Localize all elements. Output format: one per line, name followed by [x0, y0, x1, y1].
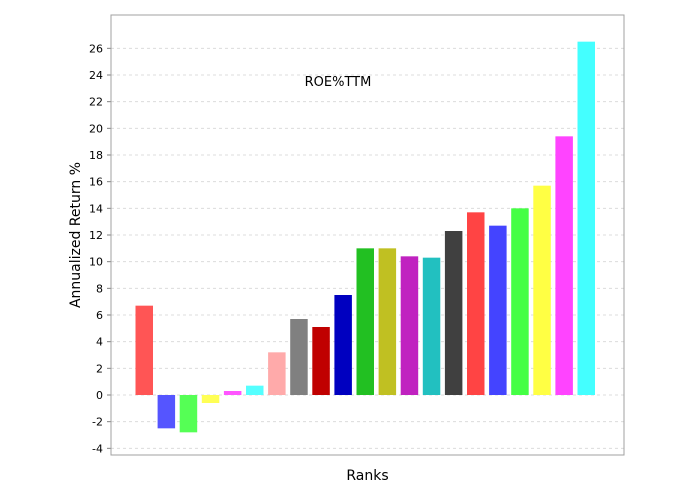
chart-annotation: ROE%TTM — [305, 75, 372, 90]
bar — [378, 248, 397, 395]
bar — [511, 208, 529, 395]
y-tick-label: 2 — [96, 362, 103, 375]
y-tick-label: 26 — [89, 42, 103, 55]
bar — [577, 41, 595, 396]
y-tick-label: 18 — [89, 149, 103, 162]
bar — [555, 136, 573, 396]
y-tick-label: 16 — [89, 176, 103, 189]
bar — [467, 212, 485, 395]
y-tick-label: -4 — [92, 442, 103, 455]
bar — [422, 257, 441, 395]
plot-frame — [110, 14, 625, 456]
bar — [356, 248, 374, 395]
x-axis-title: Ranks — [346, 468, 388, 484]
y-tick-label: -2 — [92, 416, 103, 429]
y-tick-label: 24 — [89, 69, 103, 82]
y-axis-title: Annualized Return % — [68, 162, 84, 308]
bar — [179, 395, 198, 433]
y-tick-label: 20 — [89, 122, 103, 135]
bar — [268, 352, 286, 395]
y-tick-label: 12 — [89, 229, 103, 242]
y-tick-label: 22 — [89, 96, 103, 109]
bar — [489, 225, 507, 395]
y-tick-label: 14 — [89, 202, 103, 215]
bar — [157, 395, 176, 429]
y-tick-label: 0 — [96, 389, 103, 402]
y-tick-label: 6 — [96, 309, 103, 322]
bar — [533, 185, 551, 395]
bar — [444, 231, 463, 395]
y-tick-label: 4 — [96, 336, 103, 349]
y-tick-label: 8 — [96, 282, 103, 295]
bars — [135, 41, 595, 433]
bar — [290, 319, 308, 395]
bar — [400, 256, 419, 395]
bar — [334, 295, 352, 395]
bar — [246, 385, 264, 395]
bar — [223, 391, 242, 395]
bar — [201, 395, 220, 403]
bar — [135, 305, 153, 395]
bar — [312, 327, 330, 395]
y-tick-label: 10 — [89, 256, 103, 269]
